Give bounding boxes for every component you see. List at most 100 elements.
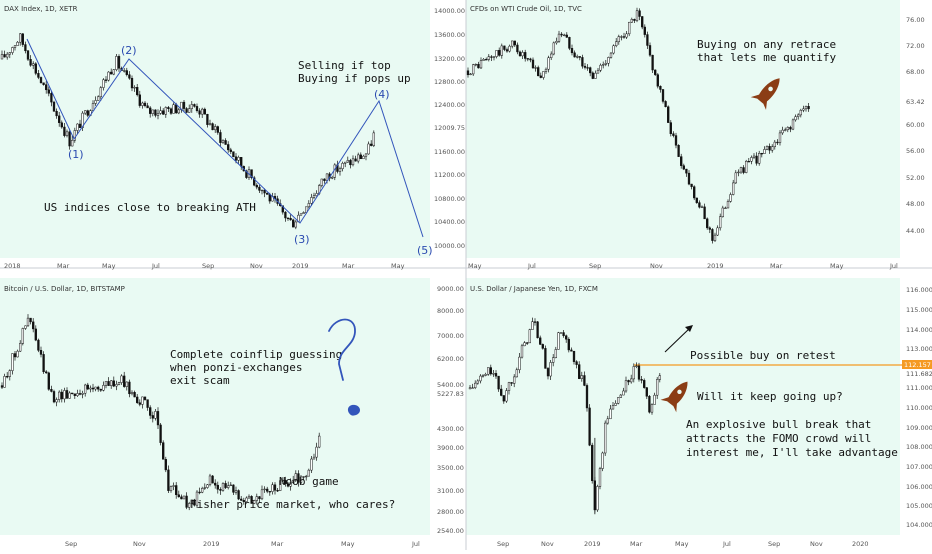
candle-body xyxy=(734,172,737,184)
candle-body xyxy=(260,189,264,192)
y-tick-label: 63.42 xyxy=(906,98,925,106)
x-tick-label: May xyxy=(102,262,116,270)
candle-body xyxy=(477,63,480,69)
candle-body xyxy=(169,108,173,114)
candle-body xyxy=(516,44,519,53)
candle-body xyxy=(507,382,511,391)
x-tick-label: May xyxy=(391,262,405,270)
x-tick-label: Sep xyxy=(589,262,601,270)
candle-body xyxy=(24,325,27,329)
candle-body xyxy=(104,381,108,386)
candle-body xyxy=(175,104,178,114)
candle-body xyxy=(638,10,641,17)
usdjpy-note-line3: interest me, I'll take advantage xyxy=(686,446,898,459)
candle-body xyxy=(643,26,646,35)
candle-body xyxy=(632,366,635,380)
candle-body xyxy=(6,376,9,378)
candle-body xyxy=(39,350,43,355)
candle-body xyxy=(513,376,516,384)
candle-body xyxy=(37,73,40,78)
candle-body xyxy=(81,112,84,128)
y-tick-label: 5400.00 xyxy=(437,381,464,389)
candle-body xyxy=(26,317,30,327)
candle-body xyxy=(362,155,365,160)
candle-body xyxy=(539,337,542,345)
dax-note-buying: Buying if pops up xyxy=(298,72,411,85)
candle-body xyxy=(716,227,719,236)
candle-body xyxy=(797,114,800,117)
candle-body xyxy=(557,33,561,42)
candle-body xyxy=(159,424,162,443)
candle-body xyxy=(284,479,287,484)
candle-body xyxy=(630,19,633,23)
usdjpy-title: U.S. Dollar / Japanese Yen, 1D, FXCM xyxy=(470,285,598,293)
candle-body xyxy=(289,482,292,487)
candle-body xyxy=(521,52,524,57)
candle-body xyxy=(364,153,368,157)
x-tick-label: Jul xyxy=(889,262,898,270)
candle-body xyxy=(661,89,665,102)
candle-body xyxy=(130,392,134,395)
candle-body xyxy=(193,104,196,107)
candle-body xyxy=(50,389,53,392)
y-tick-label: 12009.75 xyxy=(434,124,465,132)
y-tick-label: 13200.00 xyxy=(434,55,465,63)
candle-body xyxy=(305,206,308,213)
candle-body xyxy=(180,496,183,500)
candle-body xyxy=(198,491,201,494)
candle-body xyxy=(130,77,134,89)
candle-body xyxy=(284,211,287,219)
y-tick-label: 7000.00 xyxy=(437,332,464,340)
candle-body xyxy=(232,484,235,493)
candle-body xyxy=(110,71,113,75)
y-tick-label: 110.000 xyxy=(906,404,932,412)
y-tick-label: 104.000 xyxy=(906,521,932,529)
usdjpy-note-line1: An explosive bull break that xyxy=(686,418,871,431)
candle-body xyxy=(240,498,243,501)
candle-body xyxy=(3,376,6,388)
candle-body xyxy=(637,365,641,380)
x-tick-label: 2019 xyxy=(203,540,220,548)
candle-body xyxy=(289,217,292,221)
candle-body xyxy=(151,109,154,114)
candle-body xyxy=(674,135,678,146)
candle-body xyxy=(58,115,61,123)
candle-body xyxy=(354,158,357,162)
candle-body xyxy=(81,392,84,395)
candle-body xyxy=(515,369,518,378)
candle-body xyxy=(531,321,534,330)
dax-y-axis: 14000.00 13600.00 13200.00 12800.00 1240… xyxy=(434,7,465,250)
candle-body xyxy=(474,382,477,388)
candle-body xyxy=(573,52,576,58)
candle-body xyxy=(84,384,87,394)
candle-body xyxy=(703,206,706,220)
candle-body xyxy=(498,50,501,56)
candle-body xyxy=(557,332,560,350)
candle-body xyxy=(237,157,240,161)
candle-body xyxy=(8,370,11,377)
candle-body xyxy=(534,67,537,69)
y-tick-label: 10800.00 xyxy=(434,195,465,203)
candle-body xyxy=(172,104,175,114)
candle-body xyxy=(58,391,61,400)
x-tick-label: Nov xyxy=(810,540,823,548)
candle-body xyxy=(32,63,35,66)
candle-body xyxy=(162,110,165,115)
candle-body xyxy=(653,394,656,405)
y-tick-label: 48.00 xyxy=(906,200,925,208)
candle-body xyxy=(346,160,349,163)
candle-body xyxy=(669,122,672,134)
candle-body xyxy=(115,384,118,387)
candle-body xyxy=(489,367,492,375)
candle-body xyxy=(143,396,147,400)
candle-body xyxy=(172,485,175,487)
candle-body xyxy=(86,110,89,116)
candle-body xyxy=(331,176,334,179)
candle-body xyxy=(315,446,318,458)
candle-body xyxy=(370,143,373,146)
x-tick-label: May xyxy=(468,262,482,270)
candle-body xyxy=(216,126,219,133)
btc-y-axis: 9000.00 8000.00 7000.00 6200.00 5400.00 … xyxy=(437,285,464,535)
candle-body xyxy=(45,84,48,91)
candle-body xyxy=(312,456,316,460)
